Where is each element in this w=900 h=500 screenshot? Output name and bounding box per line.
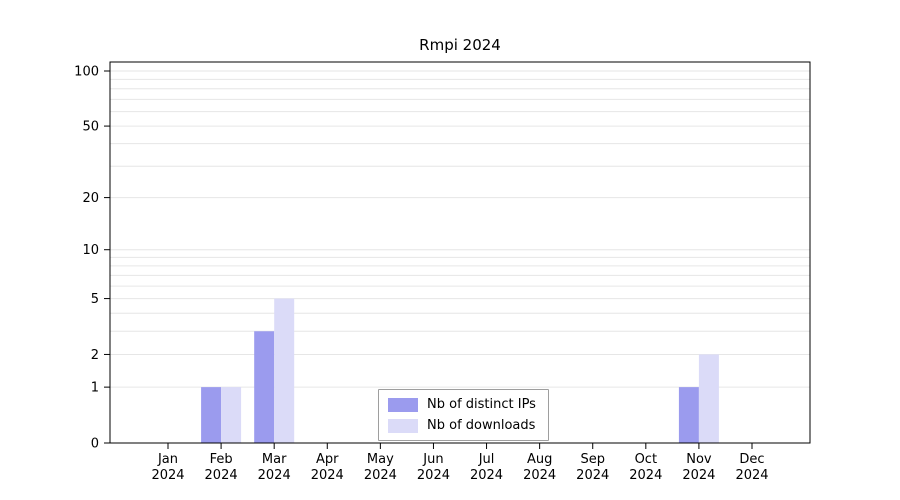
chart-title: Rmpi 2024 [419, 36, 501, 54]
y-tick-label: 1 [91, 381, 99, 396]
x-tick-label-year: 2024 [417, 468, 450, 483]
x-tick-label-month: Nov [686, 452, 712, 467]
y-tick-label: 10 [82, 243, 99, 258]
x-tick-label-month: Jan [157, 452, 178, 467]
y-tick-label: 20 [82, 191, 99, 206]
x-tick-label-year: 2024 [205, 468, 238, 483]
x-tick-label-year: 2024 [523, 468, 556, 483]
x-tick-label-month: Oct [635, 452, 657, 467]
bar-downloads [274, 298, 295, 443]
x-tick-label-year: 2024 [629, 468, 662, 483]
x-tick-label-month: Jul [478, 452, 495, 467]
bar-distinct-ips [201, 387, 222, 443]
legend: Nb of distinct IPs Nb of downloads [378, 389, 549, 441]
x-tick-label-year: 2024 [151, 468, 184, 483]
x-tick-label-month: Mar [262, 452, 287, 467]
legend-label-downloads: Nb of downloads [427, 418, 536, 433]
plot-border [109, 61, 811, 444]
legend-item-distinct-ips: Nb of distinct IPs [388, 397, 536, 412]
x-tick-label-year: 2024 [311, 468, 344, 483]
x-tick-label-month: May [367, 452, 394, 467]
y-tick-label: 100 [74, 65, 99, 80]
x-tick-label-month: Apr [316, 452, 339, 467]
legend-swatch-distinct-ips [388, 397, 418, 412]
y-tick-label: 0 [91, 437, 99, 452]
x-tick-label-year: 2024 [682, 468, 715, 483]
legend-item-downloads: Nb of downloads [388, 418, 536, 433]
x-tick-label-year: 2024 [470, 468, 503, 483]
x-tick-label-month: Dec [739, 452, 764, 467]
y-tick-label: 2 [91, 348, 99, 363]
x-tick-label-year: 2024 [364, 468, 397, 483]
y-tick-label: 50 [82, 120, 99, 135]
x-tick-label-month: Aug [527, 452, 552, 467]
x-tick-label-month: Jun [422, 452, 443, 467]
y-tick-label: 5 [91, 292, 99, 307]
bar-distinct-ips [254, 331, 275, 443]
x-tick-label-month: Sep [580, 452, 605, 467]
x-tick-label-month: Feb [210, 452, 233, 467]
x-tick-label-year: 2024 [576, 468, 609, 483]
bar-downloads [698, 354, 719, 443]
x-tick-label-year: 2024 [258, 468, 291, 483]
legend-label-distinct-ips: Nb of distinct IPs [427, 397, 536, 412]
legend-swatch-downloads [388, 418, 418, 433]
bar-distinct-ips [678, 387, 699, 443]
bar-downloads [221, 387, 242, 443]
x-tick-label-year: 2024 [735, 468, 768, 483]
